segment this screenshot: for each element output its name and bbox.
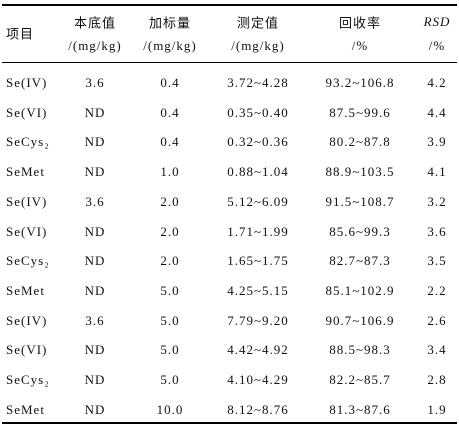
cell-value: 3.5 (427, 253, 447, 269)
cell-value: 5.0 (160, 312, 180, 328)
cell-value: 0.35~0.40 (227, 104, 289, 120)
cell-value: 1.71~1.99 (227, 223, 289, 239)
cell-value: 5.0 (160, 342, 180, 358)
header-unit: /(mg/kg) (68, 38, 122, 53)
cell-value: ND (84, 223, 106, 239)
cell-value: ND (84, 164, 106, 180)
cell-value: 3.6 (427, 223, 447, 239)
cell-value: 2.0 (160, 223, 180, 239)
header-title: 本底值 (73, 15, 117, 31)
cell-value: 5.0 (160, 372, 180, 387)
header-title: RSD (423, 14, 451, 29)
row-label: SeMet (6, 401, 45, 417)
cell-value: 80.2~87.8 (329, 134, 391, 150)
header-title: 回收率 (338, 15, 382, 31)
cell-value: 3.6 (85, 312, 105, 328)
row-label: Se(IV) (6, 193, 48, 209)
cell-value: 0.4 (160, 75, 180, 90)
cell-value: 3.6 (85, 193, 105, 209)
cell-value: 2.0 (160, 193, 180, 209)
cell-value: 3.6 (85, 75, 105, 90)
cell-value: 85.6~99.3 (329, 223, 391, 239)
cell-value: 1.0 (160, 164, 180, 180)
cell-value: 82.2~85.7 (329, 372, 391, 387)
cell-value: ND (84, 372, 106, 387)
cell-value: 87.5~99.6 (329, 104, 391, 120)
cell-value: ND (84, 401, 106, 417)
row-label: SeCys₂ (6, 372, 50, 387)
cell-value: 85.1~102.9 (325, 282, 395, 298)
cell-value: 2.0 (160, 253, 180, 269)
header-rule (2, 62, 457, 63)
cell-value: 88.5~98.3 (329, 342, 391, 358)
header-unit: /(mg/kg) (143, 38, 197, 53)
row-label: SeCys₂ (6, 253, 50, 269)
cell-value: 0.4 (160, 134, 180, 150)
header-title: 加标量 (148, 15, 192, 31)
cell-value: 10.0 (156, 401, 184, 417)
header-title: 项目 (6, 26, 35, 42)
cell-value: 4.2 (427, 75, 447, 90)
cell-value: 4.4 (427, 104, 447, 120)
cell-value: 90.7~106.9 (325, 312, 395, 328)
cell-value: ND (84, 253, 106, 269)
cell-value: 2.6 (427, 312, 447, 328)
row-label: Se(VI) (6, 104, 48, 120)
cell-value: 4.25~5.15 (227, 282, 289, 298)
header-title: 测定值 (236, 15, 280, 31)
cell-value: 82.7~87.3 (329, 253, 391, 269)
cell-value: 1.9 (427, 401, 447, 417)
cell-value: 4.10~4.29 (227, 372, 289, 387)
cell-value: 3.72~4.28 (227, 75, 289, 90)
cell-value: ND (84, 134, 106, 150)
cell-value: 5.12~6.09 (227, 193, 289, 209)
cell-value: 2.2 (427, 282, 447, 298)
cell-value: 4.1 (427, 164, 447, 180)
cell-value: ND (84, 104, 106, 120)
row-label: SeCys₂ (6, 134, 50, 150)
cell-value: 93.2~106.8 (325, 75, 395, 90)
row-label: Se(VI) (6, 342, 48, 358)
header-unit: /% (351, 38, 369, 53)
cell-value: 3.9 (427, 134, 447, 150)
cell-value: 8.12~8.76 (227, 401, 289, 417)
cell-value: 88.9~103.5 (325, 164, 395, 180)
row-label: Se(IV) (6, 75, 48, 90)
cell-value: 3.4 (427, 342, 447, 358)
cell-value: 91.5~108.7 (325, 193, 395, 209)
row-label: Se(VI) (6, 223, 48, 239)
cell-value: ND (84, 342, 106, 358)
cell-value: 0.4 (160, 104, 180, 120)
cell-value: ND (84, 282, 106, 298)
cell-value: 5.0 (160, 282, 180, 298)
bottom-rule (2, 422, 457, 424)
cell-value: 1.65~1.75 (227, 253, 289, 269)
row-label: Se(IV) (6, 312, 48, 328)
top-rule (2, 4, 457, 6)
cell-value: 0.88~1.04 (227, 164, 289, 180)
cell-value: 0.32~0.36 (227, 134, 289, 150)
cell-value: 7.79~9.20 (227, 312, 289, 328)
row-label: SeMet (6, 282, 45, 298)
cell-value: 4.42~4.92 (227, 342, 289, 358)
header-unit: /(mg/kg) (231, 38, 285, 53)
cell-value: 2.8 (427, 372, 447, 387)
row-label: SeMet (6, 164, 45, 180)
cell-value: 3.2 (427, 193, 447, 209)
cell-value: 81.3~87.6 (329, 401, 391, 417)
header-unit: /% (428, 38, 446, 53)
